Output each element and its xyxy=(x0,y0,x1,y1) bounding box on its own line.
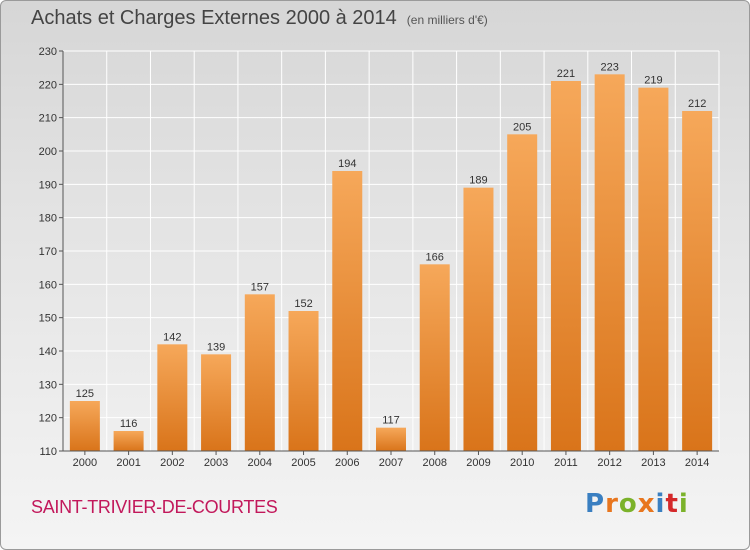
logo-letter: t xyxy=(665,489,679,519)
y-tick-label: 200 xyxy=(39,146,57,158)
bar-2012 xyxy=(594,74,625,451)
bar-2006 xyxy=(332,171,363,451)
bar-2010 xyxy=(507,134,538,452)
x-tick-label: 2006 xyxy=(335,457,359,469)
y-tick-label: 160 xyxy=(39,279,57,291)
axes: 110 120 130 140 150 160 170 180 190 200 210 220 230 2… xyxy=(39,46,719,469)
data-label: 223 xyxy=(600,61,618,73)
data-label: 142 xyxy=(163,331,181,343)
x-tick-label: 2005 xyxy=(291,457,315,469)
y-tick-label: 210 xyxy=(39,113,57,125)
x-tick-label: 2011 xyxy=(554,457,578,469)
commune-name: SAINT-TRIVIER-DE-COURTES xyxy=(31,497,278,517)
y-tick-label: 130 xyxy=(39,379,57,391)
bar-2013 xyxy=(638,87,669,452)
proxiti-logo: Proxiti xyxy=(585,489,689,519)
bar-2008 xyxy=(419,264,450,451)
chart-title-text: Achats et Charges Externes 2000 à 2014 xyxy=(31,7,397,29)
y-tick-label: 140 xyxy=(39,346,57,358)
logo-letter: x xyxy=(637,489,656,519)
bar-2011 xyxy=(550,81,581,451)
bars xyxy=(69,74,713,452)
data-label: 219 xyxy=(644,75,662,87)
bar-2002 xyxy=(157,344,188,451)
x-tick-label: 2007 xyxy=(379,457,403,469)
x-tick-label: 2009 xyxy=(466,457,490,469)
x-tick-label: 2008 xyxy=(422,457,446,469)
x-tick-label: 2000 xyxy=(73,457,97,469)
data-label: 117 xyxy=(382,415,400,427)
bar-2005 xyxy=(288,311,319,451)
x-tick-label: 2003 xyxy=(204,457,228,469)
chart-title: Achats et Charges Externes 2000 à 2014 (e… xyxy=(31,7,488,30)
data-label: 166 xyxy=(426,251,444,263)
bar-2009 xyxy=(463,187,494,451)
x-tick-label: 2004 xyxy=(248,457,272,469)
bar-2000 xyxy=(69,401,100,451)
y-tick-label: 150 xyxy=(39,313,57,325)
y-tick-label: 190 xyxy=(39,179,57,191)
logo-letter: P xyxy=(585,489,606,519)
y-tick-label: 230 xyxy=(39,46,57,58)
x-tick-label: 2010 xyxy=(510,457,534,469)
data-label: 116 xyxy=(120,418,138,430)
bar-2007 xyxy=(376,427,406,451)
logo-letter: o xyxy=(618,489,638,519)
x-tick-label: 2014 xyxy=(685,457,709,469)
y-tick-label: 110 xyxy=(39,446,57,458)
bar-2004 xyxy=(244,294,275,451)
data-label: 139 xyxy=(207,341,225,353)
data-label: 157 xyxy=(251,281,269,293)
logo-letter: r xyxy=(605,489,619,519)
data-label: 125 xyxy=(76,388,94,400)
data-label: 221 xyxy=(557,68,575,80)
logo-letter: i xyxy=(678,489,689,519)
data-labels: 125 116 142 139 157 152 194 117 166 189 205 221 223 2… xyxy=(76,61,707,430)
data-label: 189 xyxy=(469,175,487,187)
x-tick-label: 2013 xyxy=(641,457,665,469)
y-tick-label: 120 xyxy=(39,413,57,425)
data-label: 194 xyxy=(338,158,356,170)
y-tick-label: 180 xyxy=(39,213,57,225)
x-tick-label: 2012 xyxy=(597,457,621,469)
x-tick-label: 2001 xyxy=(116,457,140,469)
bar-2014 xyxy=(682,111,713,451)
logo-letter: i xyxy=(655,489,666,519)
y-tick-label: 220 xyxy=(39,79,57,91)
data-label: 205 xyxy=(513,121,531,133)
data-label: 212 xyxy=(688,98,706,110)
y-tick-label: 170 xyxy=(39,246,57,258)
chart-subtitle: (en milliers d'€) xyxy=(406,13,488,27)
data-label: 152 xyxy=(294,298,312,310)
bar-2001 xyxy=(113,431,144,451)
x-tick-label: 2002 xyxy=(160,457,184,469)
bar-2003 xyxy=(201,354,232,451)
